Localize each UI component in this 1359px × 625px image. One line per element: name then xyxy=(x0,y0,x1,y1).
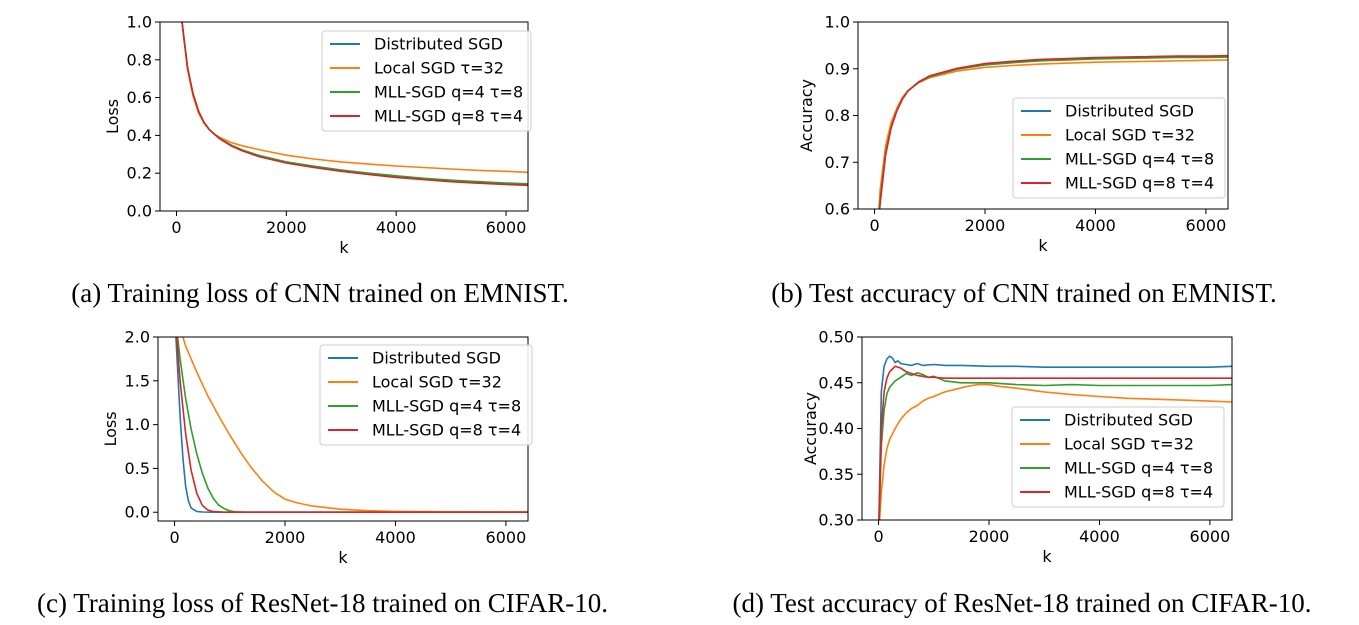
legend-entry: MLL-SGD q=4 τ=8 xyxy=(374,83,523,102)
x-tick-label: 4000 xyxy=(1079,527,1120,546)
x-tick-label: 2000 xyxy=(965,216,1006,235)
legend-entry: MLL-SGD q=4 τ=8 xyxy=(1065,150,1214,169)
x-tick-label: 6000 xyxy=(486,218,527,237)
y-tick-label: 0.8 xyxy=(825,106,850,125)
x-tick-label: 6000 xyxy=(1190,527,1231,546)
x-tick-label: 6000 xyxy=(486,528,527,547)
series-line-4 xyxy=(878,365,1232,520)
legend-entry: Distributed SGD xyxy=(1065,102,1194,121)
series-line-2 xyxy=(878,59,1228,209)
x-tick-label: 6000 xyxy=(1186,216,1227,235)
series-line-1 xyxy=(878,355,1232,520)
legend: Distributed SGD Local SGD τ=32 MLL-SGD q=4… xyxy=(1012,97,1226,199)
series-line-4 xyxy=(181,22,528,187)
legend: Distributed SGD Local SGD τ=32 MLL-SGD q=4… xyxy=(319,344,533,446)
series-line-2 xyxy=(182,337,528,513)
legend-box xyxy=(1011,406,1225,508)
caption-a: (a) Training loss of CNN trained on EMNI… xyxy=(71,278,569,308)
legend-entry: MLL-SGD q=8 τ=4 xyxy=(374,107,523,126)
legend-entry: MLL-SGD q=8 τ=4 xyxy=(372,421,521,440)
legend: Distributed SGD Local SGD τ=32 MLL-SGD q=4… xyxy=(321,30,532,132)
x-tick-label: 0 xyxy=(869,216,879,235)
y-tick-label: 0.9 xyxy=(825,59,850,78)
panel-a-loss-emnist: 0 2000 4000 6000 0.0 0.2 0.4 0.6 0.8 1.0 k Loss Dist… xyxy=(103,13,532,257)
legend-entry: Distributed SGD xyxy=(372,349,501,368)
series-group xyxy=(878,355,1232,520)
x-tick-label: 2000 xyxy=(266,218,307,237)
y-tick-label: 0.50 xyxy=(818,328,854,347)
y-tick-label: 0.6 xyxy=(127,88,152,107)
y-tick-label: 0.4 xyxy=(127,126,152,145)
y-tick-label: 0.45 xyxy=(818,373,854,392)
legend-entry: Local SGD τ=32 xyxy=(1064,435,1194,454)
legend-entry: Local SGD τ=32 xyxy=(1065,126,1195,145)
y-tick-label: 0.0 xyxy=(127,202,152,221)
legend-entry: Local SGD τ=32 xyxy=(372,373,502,392)
y-tick-label: 0.2 xyxy=(127,164,152,183)
series-group xyxy=(181,22,528,187)
series-group xyxy=(878,54,1228,209)
y-tick-label: 0.6 xyxy=(825,200,850,219)
y-axis-label: Accuracy xyxy=(801,392,820,465)
legend-entry: Distributed SGD xyxy=(374,35,503,54)
x-tick-label: 2000 xyxy=(265,528,306,547)
series-group xyxy=(175,337,528,514)
caption-d: (d) Test accuracy of ResNet-18 trained o… xyxy=(732,588,1312,618)
y-tick-label: 0.7 xyxy=(825,153,850,172)
series-line-4 xyxy=(175,337,528,514)
caption-c: (c) Training loss of ResNet-18 trained o… xyxy=(37,588,608,618)
x-axis-label: k xyxy=(1038,236,1048,255)
y-tick-label: 0.8 xyxy=(127,50,152,69)
legend-entry: MLL-SGD q=8 τ=4 xyxy=(1064,483,1213,502)
legend-box xyxy=(321,30,532,132)
caption-b: (b) Test accuracy of CNN trained on EMNI… xyxy=(771,278,1277,308)
legend-entry: Local SGD τ=32 xyxy=(374,59,504,78)
legend-entry: MLL-SGD q=4 τ=8 xyxy=(1064,459,1213,478)
y-tick-label: 0.0 xyxy=(125,503,150,522)
x-axis-label: k xyxy=(338,548,348,567)
x-tick-label: 0 xyxy=(171,218,181,237)
x-tick-label: 4000 xyxy=(375,528,416,547)
y-tick-label: 1.5 xyxy=(125,371,150,390)
legend-box xyxy=(319,344,533,446)
x-axis-label: k xyxy=(339,238,349,257)
x-tick-label: 4000 xyxy=(1075,216,1116,235)
panel-b-accuracy-emnist: 0 2000 4000 6000 0.6 0.7 0.8 0.9 1.0 k Accuracy Dis… xyxy=(797,13,1229,255)
y-tick-label: 0.30 xyxy=(818,511,854,530)
series-line-4 xyxy=(878,54,1228,209)
panel-c-loss-cifar: 0 2000 4000 6000 0.0 0.5 1.0 1.5 2.0 k Loss Distrib… xyxy=(101,328,533,567)
y-tick-label: 1.0 xyxy=(125,415,150,434)
series-line-2 xyxy=(878,383,1232,520)
x-tick-label: 4000 xyxy=(376,218,417,237)
y-axis-label: Accuracy xyxy=(797,79,816,152)
y-tick-label: 0.5 xyxy=(125,459,150,478)
x-tick-label: 2000 xyxy=(969,527,1010,546)
y-tick-label: 1.0 xyxy=(825,13,850,32)
legend-entry: Distributed SGD xyxy=(1064,411,1193,430)
y-axis-label: Loss xyxy=(103,99,122,134)
panel-d-accuracy-cifar: 0 2000 4000 6000 0.30 0.35 0.40 0.45 0.50 k Accura… xyxy=(801,328,1233,566)
y-tick-label: 0.40 xyxy=(818,419,854,438)
y-tick-label: 2.0 xyxy=(125,328,150,347)
x-tick-label: 0 xyxy=(873,527,883,546)
x-axis-label: k xyxy=(1042,547,1052,566)
legend: Distributed SGD Local SGD τ=32 MLL-SGD q=4… xyxy=(1011,406,1225,508)
x-tick-label: 0 xyxy=(169,528,179,547)
y-tick-label: 1.0 xyxy=(127,13,152,32)
y-axis-label: Loss xyxy=(101,411,120,446)
y-tick-label: 0.35 xyxy=(818,465,854,484)
series-line-1 xyxy=(175,337,528,514)
legend-box xyxy=(1012,97,1226,199)
legend-entry: MLL-SGD q=4 τ=8 xyxy=(372,397,521,416)
legend-entry: MLL-SGD q=8 τ=4 xyxy=(1065,174,1214,193)
